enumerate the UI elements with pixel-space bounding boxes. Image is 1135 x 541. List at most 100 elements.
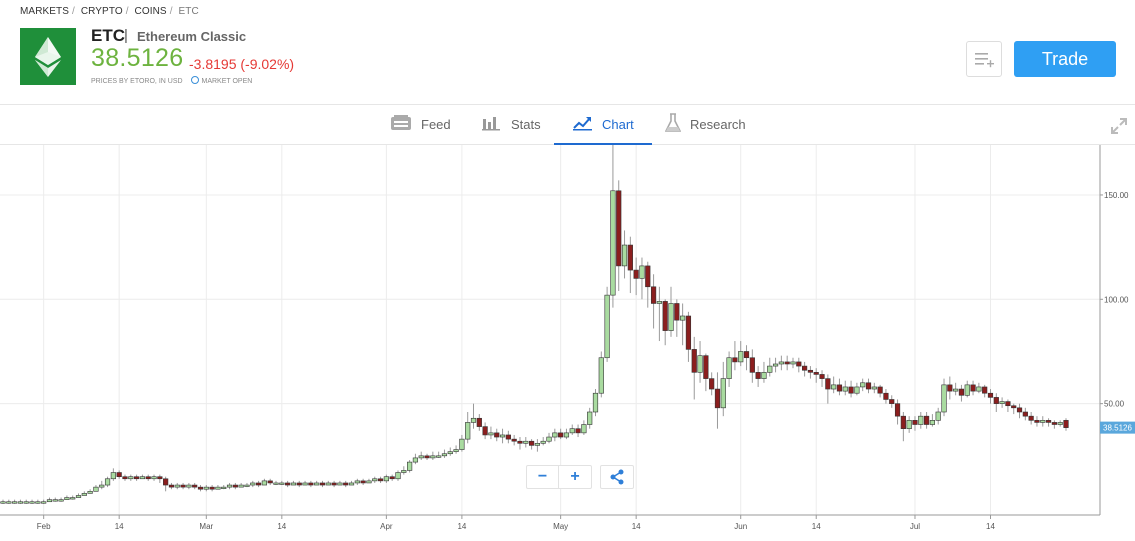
candle-body: [465, 422, 471, 440]
price-chart[interactable]: 50.00 100.00 150.00 Feb 14 Mar 14 Apr 14 May 14 Jun…: [0, 134, 1135, 536]
candle-body: [139, 476, 146, 480]
candle-body: [476, 417, 482, 427]
candle-body: [1016, 407, 1023, 413]
candle-body: [52, 499, 58, 502]
clock-icon: [190, 76, 199, 84]
zoom-out-button[interactable]: −: [526, 465, 559, 489]
candle-body: [261, 480, 267, 486]
candle-body: [929, 420, 935, 425]
candle-body: [1057, 422, 1063, 425]
candle-body: [935, 411, 941, 421]
candle-body: [889, 399, 895, 404]
zoom-in-button[interactable]: +: [558, 465, 592, 489]
candle-body: [285, 482, 291, 486]
candle-body: [906, 420, 912, 429]
candle-body: [1034, 420, 1040, 423]
candle-body: [691, 349, 697, 373]
candle-body: [244, 484, 250, 487]
share-icon: [610, 469, 624, 485]
instrument-name: Ethereum Classic: [137, 29, 247, 44]
y-tick-label: 50.00: [1104, 400, 1125, 409]
candle-body: [128, 476, 134, 480]
candle-body: [401, 470, 407, 473]
x-tick-label: 14: [115, 522, 124, 531]
candle-body: [215, 486, 221, 490]
breadcrumb-separator: /: [169, 6, 173, 17]
candle-body: [134, 476, 140, 480]
candle-body: [360, 480, 366, 484]
tab-stats[interactable]: Stats: [482, 105, 541, 144]
breadcrumb-separator: /: [72, 6, 75, 17]
tab-feed[interactable]: Feed: [390, 105, 451, 144]
candle-body: [267, 480, 273, 484]
candle-body: [587, 411, 593, 425]
fullscreen-icon[interactable]: [1111, 118, 1127, 139]
price-change: -3.8195 (-9.02%): [189, 56, 295, 72]
candle-body: [563, 432, 570, 438]
candle-body: [627, 244, 633, 271]
candle-body: [319, 482, 326, 486]
tab-chart-label: Chart: [602, 117, 634, 132]
candle-body: [755, 372, 761, 379]
x-tick-label: 14: [986, 522, 995, 531]
candle-body: [23, 501, 29, 504]
chart-zoom-controls: − +: [526, 465, 634, 491]
candle-body: [743, 351, 750, 359]
candle-body: [598, 357, 604, 394]
candle-body: [110, 472, 116, 480]
candle-body: [64, 497, 70, 500]
breadcrumb-crypto[interactable]: CRYPTO: [80, 6, 123, 17]
candle-body: [912, 420, 918, 425]
watchlist-button[interactable]: [966, 41, 1002, 77]
candle-body: [197, 486, 204, 490]
candle-body: [639, 265, 645, 279]
candle-body: [87, 491, 93, 494]
candle-body: [505, 434, 511, 440]
candle-body: [720, 378, 726, 409]
x-tick-label: Mar: [199, 522, 213, 531]
x-tick-label: Jun: [734, 522, 747, 531]
candle-body: [610, 190, 616, 296]
candle-body: [488, 432, 494, 436]
share-button[interactable]: [600, 465, 634, 489]
candle-body: [831, 384, 837, 390]
candle-body: [232, 484, 238, 488]
candle-body: [645, 265, 651, 288]
candle-body: [41, 501, 47, 504]
x-tick-label: Feb: [37, 522, 51, 531]
candle-body: [836, 384, 843, 392]
candle-body: [1005, 401, 1011, 407]
candle-body: [633, 269, 639, 279]
tab-chart[interactable]: Chart: [554, 105, 652, 145]
candle-body: [1063, 420, 1069, 428]
candle-body: [104, 478, 111, 486]
candle-body: [238, 484, 244, 488]
candle-body: [802, 365, 808, 371]
trade-button[interactable]: Trade: [1014, 41, 1116, 77]
candle-body: [534, 443, 541, 446]
candle-body: [726, 357, 732, 379]
candle-body: [987, 392, 994, 398]
candle-body: [581, 424, 587, 434]
candle-body: [871, 386, 877, 390]
feed-icon: [390, 114, 412, 135]
candle-body: [424, 455, 430, 459]
tab-research[interactable]: Research: [664, 105, 746, 144]
x-tick-label: Jul: [910, 522, 920, 531]
breadcrumb-coins[interactable]: COINS: [134, 6, 167, 17]
candle-body: [221, 486, 227, 489]
candle-body: [738, 351, 744, 363]
candle-body: [163, 478, 169, 486]
candle-body: [953, 388, 959, 392]
breadcrumb-markets[interactable]: MARKETS: [20, 6, 70, 17]
x-tick-label: 14: [277, 522, 286, 531]
candle-body: [459, 438, 465, 450]
breadcrumb-current: ETC: [178, 6, 199, 17]
stats-icon: [482, 115, 502, 134]
candle-body: [999, 401, 1005, 404]
candle-body: [970, 384, 976, 392]
candle-body: [46, 499, 53, 503]
candle-body: [982, 386, 988, 394]
tab-research-label: Research: [690, 117, 746, 132]
candle-body: [650, 286, 657, 304]
